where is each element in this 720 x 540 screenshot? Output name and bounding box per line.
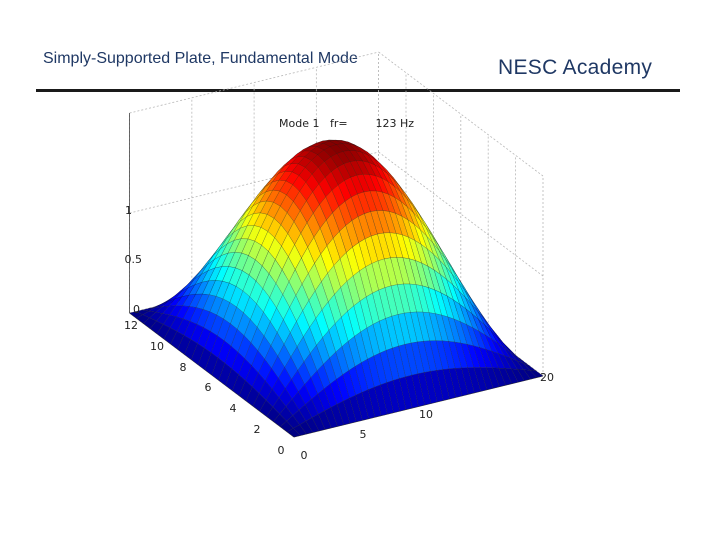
surface-mesh (129, 139, 544, 438)
brand-logo: NESC Academy (498, 56, 653, 79)
y-tick-label: 0 (278, 444, 285, 457)
wall-grid-line (129, 51, 379, 114)
z-tick-label: 0.5 (125, 253, 143, 266)
y-tick-label: 2 (254, 423, 261, 436)
y-tick-label: 4 (230, 402, 237, 415)
y-tick-label: 6 (205, 381, 212, 394)
y-tick-label: 12 (124, 319, 138, 332)
title-divider (36, 89, 680, 92)
chart-title: Mode 1 fr= 123 Hz (279, 117, 414, 130)
x-tick-label: 0 (301, 449, 308, 462)
z-tick-label: 0 (133, 303, 140, 316)
x-tick-label: 20 (540, 371, 554, 384)
z-tick-label: 1 (125, 204, 132, 217)
axes: Mode 1 fr= 123 Hz 1 0.5 0 12 10 8 6 4 2 … (124, 117, 554, 462)
surface-patch (286, 428, 301, 438)
y-tick-label: 10 (150, 340, 164, 353)
slide-title: Simply-Supported Plate, Fundamental Mode (43, 50, 358, 67)
x-tick-label: 10 (419, 408, 433, 421)
x-tick-label: 5 (360, 428, 367, 441)
y-tick-label: 8 (180, 361, 187, 374)
